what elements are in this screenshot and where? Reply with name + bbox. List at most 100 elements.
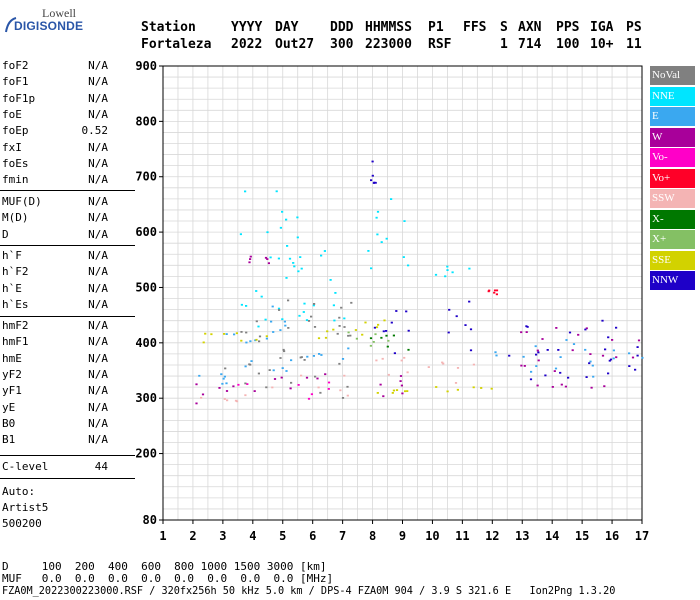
data-point <box>343 326 346 328</box>
x-tick-label: 17 <box>635 529 649 543</box>
data-point <box>469 328 473 331</box>
data-point <box>385 330 388 332</box>
header-label: FFS <box>463 20 487 35</box>
data-point <box>317 337 321 340</box>
data-point <box>244 190 247 193</box>
data-point <box>374 181 377 184</box>
param-value: N/A <box>88 335 108 349</box>
data-point <box>318 353 321 355</box>
data-point <box>310 393 313 396</box>
data-point <box>317 386 320 389</box>
data-point <box>564 385 567 388</box>
legend-item: X+ <box>650 230 695 249</box>
header-value: RSF <box>428 37 452 52</box>
data-point <box>232 385 235 388</box>
data-point <box>249 258 252 260</box>
data-point <box>557 349 560 351</box>
data-point <box>391 392 394 394</box>
data-point <box>472 386 475 389</box>
data-point <box>393 352 396 355</box>
param-name: foF2 <box>2 59 29 72</box>
x-tick-label: 12 <box>485 529 499 543</box>
data-point <box>338 325 341 327</box>
data-point <box>239 233 242 236</box>
data-point <box>454 382 458 384</box>
param-name: h`F <box>2 249 22 262</box>
x-tick-label: 3 <box>219 529 226 543</box>
param-value: N/A <box>88 91 108 105</box>
data-point <box>312 304 315 307</box>
data-point <box>284 324 287 327</box>
data-point <box>221 382 224 385</box>
param-name: hmF1 <box>2 335 29 349</box>
data-point <box>376 233 379 236</box>
data-point <box>285 277 288 279</box>
data-point <box>493 291 496 294</box>
data-point <box>287 327 290 329</box>
data-point <box>480 387 483 389</box>
data-point <box>636 346 639 348</box>
data-point <box>444 275 447 278</box>
data-point <box>287 299 290 302</box>
data-point <box>283 350 286 353</box>
x-tick-label: 2 <box>189 529 196 543</box>
data-point <box>350 301 353 304</box>
data-point <box>267 262 270 265</box>
panel-separator <box>0 190 135 191</box>
data-point <box>320 354 323 356</box>
data-point <box>589 353 592 355</box>
data-point <box>406 371 409 374</box>
header-label: AXN <box>518 20 542 35</box>
header-label: Station <box>141 20 196 35</box>
panel-separator <box>0 245 135 246</box>
legend-item: SSE <box>650 250 695 270</box>
data-point <box>244 394 247 397</box>
data-point <box>631 356 635 359</box>
ionogram-chart: 1 2 3 4 5 6 7 8 9 10 11 12 13 14 15 16 17802003004005006… <box>135 59 649 543</box>
data-point <box>376 210 380 213</box>
data-point <box>567 376 570 379</box>
data-point <box>553 370 556 372</box>
data-point <box>264 318 267 321</box>
param-name: fxI <box>2 140 22 154</box>
y-tick-label: 80 <box>143 513 157 527</box>
data-point <box>245 341 248 344</box>
data-point <box>288 257 292 260</box>
data-point <box>406 390 409 392</box>
data-point <box>559 371 562 374</box>
data-point <box>296 216 299 219</box>
y-tick-label: 300 <box>135 391 157 405</box>
data-point <box>591 364 594 367</box>
header-value: 223000 <box>365 37 412 52</box>
x-tick-label: 16 <box>605 529 619 543</box>
auto-scaling-info: 500200 <box>2 517 42 530</box>
logo-swoosh-icon <box>5 17 17 33</box>
scaled-parameters-panel: foF2 N/A foF1 N/A foF1p N/A foE N/A foEp 0.52 fxI N… <box>0 0 140 540</box>
data-point <box>373 181 376 184</box>
data-point <box>537 351 540 354</box>
footer-muf-row: MUF 0.0 0.0 0.0 0.0 0.0 0.0 0.0 0.0 [MHz… <box>2 572 334 585</box>
data-point <box>281 210 284 213</box>
data-point <box>223 375 226 378</box>
data-point <box>324 336 328 339</box>
data-point <box>612 357 615 360</box>
param-name: D <box>2 227 9 241</box>
data-point <box>537 359 540 362</box>
data-point <box>278 309 281 311</box>
data-point <box>536 349 539 352</box>
data-point <box>277 307 281 310</box>
data-point <box>399 380 402 382</box>
data-point <box>380 336 383 339</box>
data-point <box>277 257 280 260</box>
legend-item: Vo- <box>650 148 695 167</box>
data-point <box>565 339 568 341</box>
data-point <box>560 383 563 386</box>
data-point <box>403 356 406 359</box>
digisonde-logo: Lowell DIGISONDE <box>4 6 83 46</box>
data-point <box>373 326 376 329</box>
data-point <box>346 394 349 397</box>
data-point <box>326 330 329 333</box>
data-point <box>283 320 286 323</box>
data-point <box>282 348 285 351</box>
x-tick-label: 5 <box>279 529 286 543</box>
